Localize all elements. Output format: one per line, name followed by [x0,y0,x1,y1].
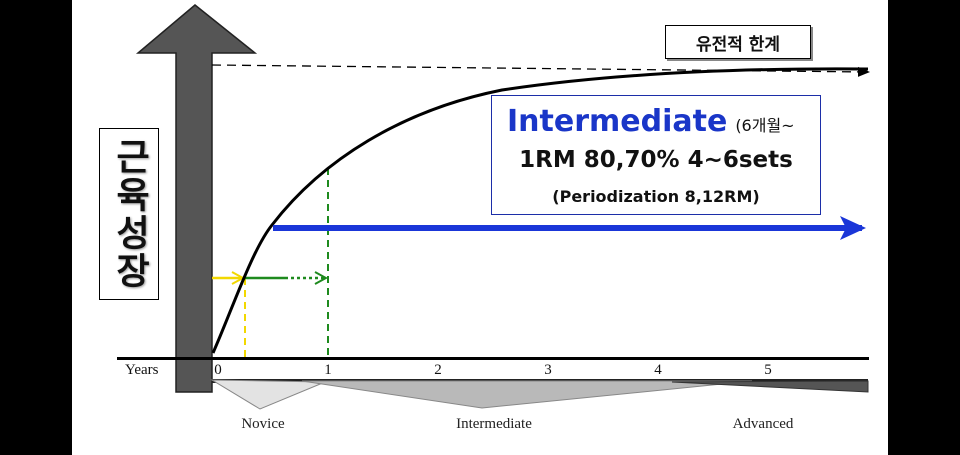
year-tick-1: 1 [324,362,332,378]
year-tick-0: 0 [214,362,222,378]
years-label: Years [125,362,159,378]
year-tick-2: 2 [434,362,442,378]
timeline-top-bar [117,357,869,360]
year-tick-5: 5 [764,362,772,378]
stage-prescription: 1RM 80,70% 4~6sets [519,147,793,173]
year-tick-3: 3 [544,362,552,378]
novice-wedge [210,379,326,410]
muscle-growth-label-box: 근육성장 [99,128,159,300]
growth-curve [211,67,869,354]
stage-title: Intermediate [507,104,728,139]
genetic-limit-label: 유전적 한계 [665,25,811,59]
intermediate-wedge [301,380,753,409]
intermediate-stage-box: Intermediate (6개월~ 1RM 80,70% 4~6sets (Pe… [491,95,821,215]
growth-arrow [135,4,258,393]
stage-advanced-label: Advanced [733,416,794,432]
stage-novice-label: Novice [241,416,285,432]
stage-title-row: Intermediate (6개월~ [507,104,795,139]
year-tick-4: 4 [654,362,662,378]
muscle-growth-label: 근육성장 [109,138,150,290]
slide: Years 0 1 2 3 4 5 Novice Intermediate Ad… [72,0,888,455]
stage-intermediate-label: Intermediate [456,416,532,432]
advanced-wedge [671,380,869,393]
growth-diagram: Years 0 1 2 3 4 5 Novice Intermediate Ad… [117,4,870,432]
stage-title-note: (6개월~ [735,116,795,135]
stage-periodization: (Periodization 8,12RM) [552,187,760,206]
